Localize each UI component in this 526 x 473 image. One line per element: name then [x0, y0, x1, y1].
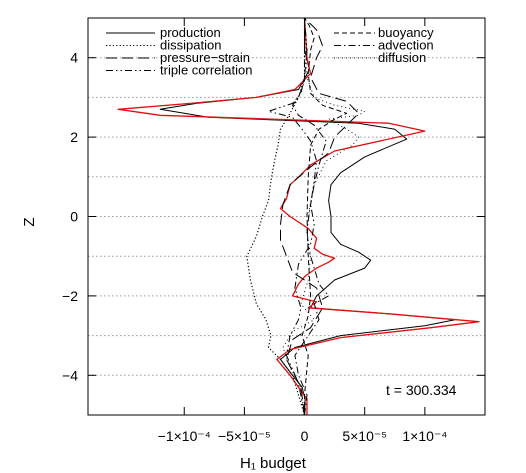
legend-label: advection: [378, 38, 434, 53]
legend-label: triple correlation: [160, 63, 253, 78]
series-advection: [292, 18, 330, 415]
legend-label: diffusion: [378, 50, 426, 65]
series-budget-red: [117, 18, 480, 415]
legend: productiondissipationpressure−straintrip…: [106, 25, 434, 78]
legend-label: buoyancy: [378, 25, 434, 40]
series-buoyancy: [301, 18, 348, 415]
y-tick-label: 2: [70, 129, 78, 145]
series-diffusion: [282, 18, 366, 415]
y-tick-label: −2: [62, 288, 78, 304]
series-dissipation: [246, 18, 306, 415]
data-series: [117, 18, 480, 415]
x-tick-label: 0: [301, 428, 309, 444]
x-tick-label: 5×10⁻⁵: [342, 428, 387, 444]
legend-label: dissipation: [160, 38, 221, 53]
x-tick-label: −1×10⁻⁴: [158, 428, 211, 444]
series-pressure-strain: [280, 18, 360, 415]
series-production: [159, 18, 456, 415]
annotation-time: t = 300.334: [386, 382, 457, 398]
x-tick-label: −5×10⁻⁵: [218, 428, 271, 444]
x-axis-title: H₁ budget: [240, 455, 307, 472]
y-tick-label: −4: [62, 367, 78, 383]
legend-label: production: [160, 25, 221, 40]
x-axis-ticks: −1×10⁻⁴ −5×10⁻⁵ 0 5×10⁻⁵ 1×10⁻⁴: [158, 18, 447, 444]
y-tick-label: 0: [70, 209, 78, 225]
y-tick-label: 4: [70, 50, 78, 66]
legend-label: pressure−strain: [160, 50, 250, 65]
y-axis-ticks: −4 −2 0 2 4: [62, 50, 485, 383]
y-axis-title: Z: [21, 217, 38, 226]
x-tick-label: 1×10⁻⁴: [402, 428, 447, 444]
